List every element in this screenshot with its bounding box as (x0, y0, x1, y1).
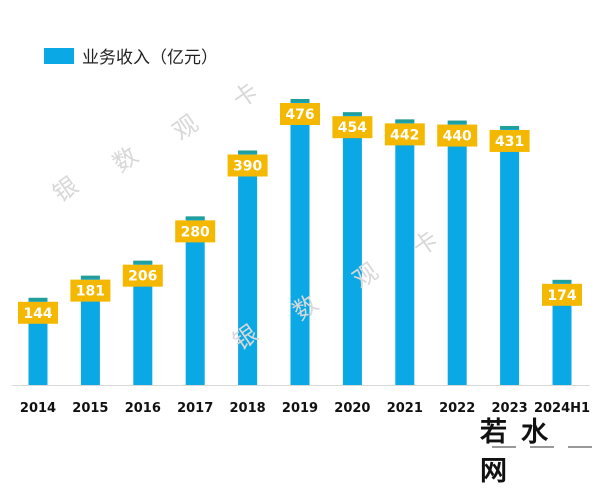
data-label: 431 (495, 134, 524, 150)
x-tick-label: 2020 (334, 401, 370, 416)
bar (342, 113, 362, 385)
bar-cap (342, 112, 362, 116)
site-logo: 若水网 (480, 417, 562, 487)
bar (395, 120, 415, 385)
legend: 业务收入（亿元） (44, 43, 218, 68)
x-tick-label: 2015 (72, 401, 108, 416)
legend-label: 业务收入（亿元） (82, 48, 218, 68)
bar-cap (185, 216, 205, 220)
x-tick-label: 2016 (125, 401, 161, 416)
x-tick-label: 2017 (177, 401, 213, 416)
bar-cap (447, 120, 467, 124)
data-label-box (18, 301, 58, 324)
bar-cap (238, 150, 258, 154)
data-label: 280 (181, 224, 210, 240)
data-label-box (175, 220, 216, 243)
x-tick-label: 2019 (282, 401, 318, 416)
bar (552, 280, 572, 385)
data-label: 476 (285, 107, 314, 123)
x-tick-label: 2023 (492, 401, 528, 416)
data-label-box (542, 283, 582, 306)
bar (80, 276, 100, 385)
bar (290, 100, 310, 385)
data-label: 454 (338, 120, 367, 136)
legend-swatch (44, 47, 74, 64)
data-label-box (332, 116, 373, 139)
bar-cap (290, 99, 310, 102)
bar-cap (500, 125, 520, 129)
bar-cap (80, 275, 100, 279)
x-tick-label: 2024H1 (534, 401, 590, 416)
bar-cap (133, 260, 153, 264)
data-label: 440 (443, 129, 472, 145)
x-tick-label: 2018 (230, 401, 266, 416)
data-label: 390 (233, 158, 262, 174)
data-label: 442 (390, 127, 419, 143)
data-label-box (227, 154, 268, 177)
data-label-box (437, 124, 478, 147)
bar (133, 261, 153, 385)
data-label-box (70, 279, 111, 302)
bar (185, 217, 205, 385)
data-label: 206 (128, 269, 157, 285)
logo-underline (492, 446, 592, 448)
bar-cap (395, 119, 415, 123)
data-label: 174 (547, 288, 576, 304)
data-label: 144 (23, 306, 52, 322)
x-tick-label: 2014 (20, 401, 56, 416)
data-label: 181 (76, 284, 105, 300)
data-label-box (122, 264, 163, 287)
bar-cap (552, 279, 572, 283)
x-tick-label: 2022 (439, 401, 475, 416)
bar (447, 121, 467, 385)
data-label-box (489, 129, 530, 152)
bar (238, 151, 258, 385)
bar (500, 126, 520, 386)
data-label-box (280, 103, 320, 125)
bar-chart: 144 2014 181 2015 206 2016 280 2017 390 2018 476 20… (12, 99, 590, 416)
x-tick-label: 2021 (387, 401, 423, 416)
data-label-box (384, 123, 425, 146)
bar-cap (28, 297, 48, 301)
